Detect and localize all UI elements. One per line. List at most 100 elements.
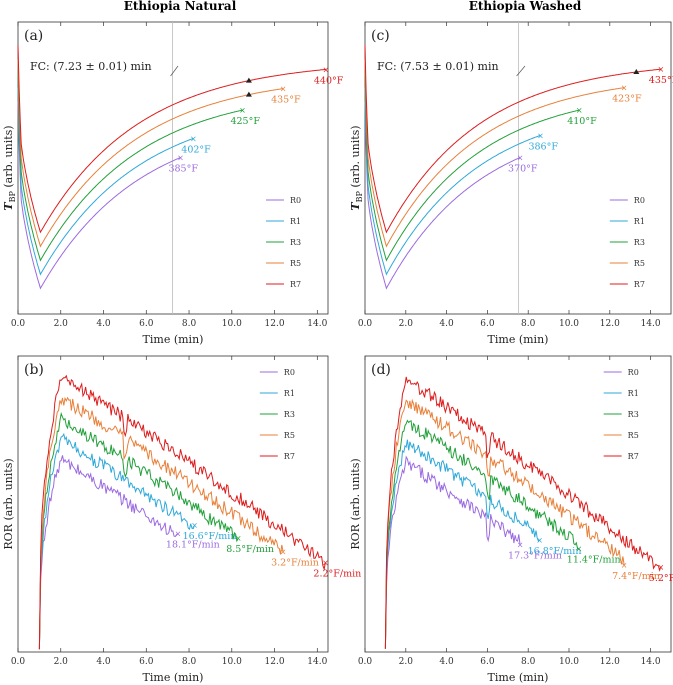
end-label-R1: 16.8°F/min	[528, 546, 582, 557]
legend-label: R3	[634, 238, 645, 247]
x-tick-label: 8.0	[182, 657, 197, 667]
end-marker: ×	[280, 85, 287, 94]
x-tick-label: 8.0	[521, 657, 536, 667]
legend-label: R7	[634, 280, 645, 289]
series-line-R7	[364, 45, 661, 234]
end-label-R0: 370°F	[508, 164, 538, 175]
x-tick-label: 4.0	[439, 319, 454, 329]
x-tick-label: 14.0	[641, 319, 661, 329]
x-tick-label: 0.0	[11, 657, 26, 667]
end-label-R7: 5.2°F/min	[649, 573, 673, 584]
x-axis-label: Time (min)	[143, 333, 204, 346]
plot-frame	[17, 21, 329, 315]
end-label-R3: 8.5°F/min	[226, 544, 274, 555]
legend-label: R1	[628, 389, 639, 398]
series-line-R0	[364, 101, 521, 290]
legend-label: R0	[634, 196, 645, 205]
legend-label: R1	[290, 217, 301, 226]
end-label-R5: 435°F	[271, 95, 301, 106]
end-marker: ×	[177, 154, 184, 163]
end-label-R0: 385°F	[168, 164, 198, 175]
series-line-R1	[384, 439, 540, 649]
end-marker: ×	[621, 84, 628, 93]
x-tick-label: 8.0	[182, 319, 197, 329]
legend-label: R7	[284, 452, 295, 461]
end-marker: ×	[657, 65, 664, 74]
series-line-R7	[38, 374, 326, 650]
end-label-R1: 386°F	[528, 141, 558, 152]
end-marker: ×	[235, 534, 242, 543]
x-tick-label: 0.0	[11, 319, 26, 329]
legend-label: R3	[290, 238, 301, 247]
x-tick-label: 14.0	[307, 319, 327, 329]
end-marker: ×	[280, 548, 287, 557]
legend-label: R1	[284, 389, 295, 398]
end-marker: ×	[576, 106, 583, 115]
x-axis-label: Time (min)	[488, 333, 549, 346]
series-line-R1	[17, 87, 194, 276]
end-marker: ×	[191, 521, 198, 530]
series-line-R0	[384, 455, 521, 649]
x-tick-label: 14.0	[307, 657, 327, 667]
marker-triangle	[245, 91, 252, 97]
series-line-R7	[17, 45, 326, 234]
y-axis-label: TBP (arb. units)	[349, 125, 364, 210]
series-line-R7	[384, 376, 662, 649]
end-marker: ×	[322, 558, 329, 567]
x-tick-label: 10.0	[559, 657, 579, 667]
x-tick-label: 0.0	[358, 319, 373, 329]
x-tick-label: 6.0	[480, 319, 495, 329]
series-line-R3	[17, 73, 243, 262]
series-line-R1	[364, 87, 541, 276]
fc-pointer	[516, 65, 526, 77]
x-axis-label: Time (min)	[143, 671, 204, 684]
end-label-R3: 425°F	[230, 116, 260, 127]
x-tick-label: 10.0	[222, 319, 242, 329]
legend-label: R0	[628, 368, 639, 377]
end-marker: ×	[517, 154, 524, 163]
marker-triangle	[245, 77, 252, 83]
panel-b: 0.0 2.0 4.0 6.0 8.0 10.0 12.0 14.0 Time (min) (b)…	[2, 355, 361, 684]
end-label-R3: 11.4°F/min	[567, 555, 621, 566]
panel-label: (c)	[371, 28, 390, 44]
legend-label: R5	[290, 259, 301, 268]
x-tick-label: 2.0	[54, 657, 69, 667]
end-marker: ×	[536, 536, 543, 545]
end-label-R0: 17.3°F/min	[508, 550, 562, 561]
series-line-R0	[38, 455, 179, 650]
x-tick-label: 10.0	[559, 319, 579, 329]
fc-annotation: FC: (7.53 ± 0.01) min	[377, 60, 499, 73]
end-marker: ×	[517, 540, 524, 549]
panel-label: (b)	[24, 362, 44, 378]
marker-triangle	[633, 68, 640, 74]
end-marker: ×	[323, 65, 330, 74]
y-axis-label: TBP (arb. units)	[2, 125, 17, 210]
series-line-R3	[384, 419, 579, 649]
y-axis-label: ROR (arb. units)	[2, 458, 15, 549]
series-line-R5	[17, 59, 284, 248]
end-marker: ×	[657, 563, 664, 572]
end-marker: ×	[621, 561, 628, 570]
x-tick-label: 10.0	[222, 657, 242, 667]
legend-label: R5	[634, 259, 645, 268]
end-label-R7: 440°F	[314, 75, 344, 86]
plot-frame	[17, 355, 329, 653]
series-line-R5	[38, 396, 284, 650]
y-axis-label: ROR (arb. units)	[349, 458, 362, 549]
end-marker: ×	[537, 131, 544, 140]
x-tick-label: 0.0	[358, 657, 373, 667]
x-tick-label: 2.0	[399, 657, 414, 667]
end-marker: ×	[239, 106, 246, 115]
x-tick-label: 2.0	[54, 319, 69, 329]
x-tick-label: 12.0	[600, 657, 620, 667]
series-line-R3	[38, 411, 239, 650]
end-label-R7: 435°F	[649, 75, 673, 86]
x-tick-label: 4.0	[96, 657, 111, 667]
x-tick-label: 12.0	[265, 657, 285, 667]
x-tick-label: 6.0	[480, 657, 495, 667]
panel-label: (a)	[24, 28, 43, 44]
end-label-R5: 3.2°F/min	[271, 558, 319, 569]
series-line-R5	[384, 398, 625, 649]
legend-label: R0	[290, 196, 301, 205]
